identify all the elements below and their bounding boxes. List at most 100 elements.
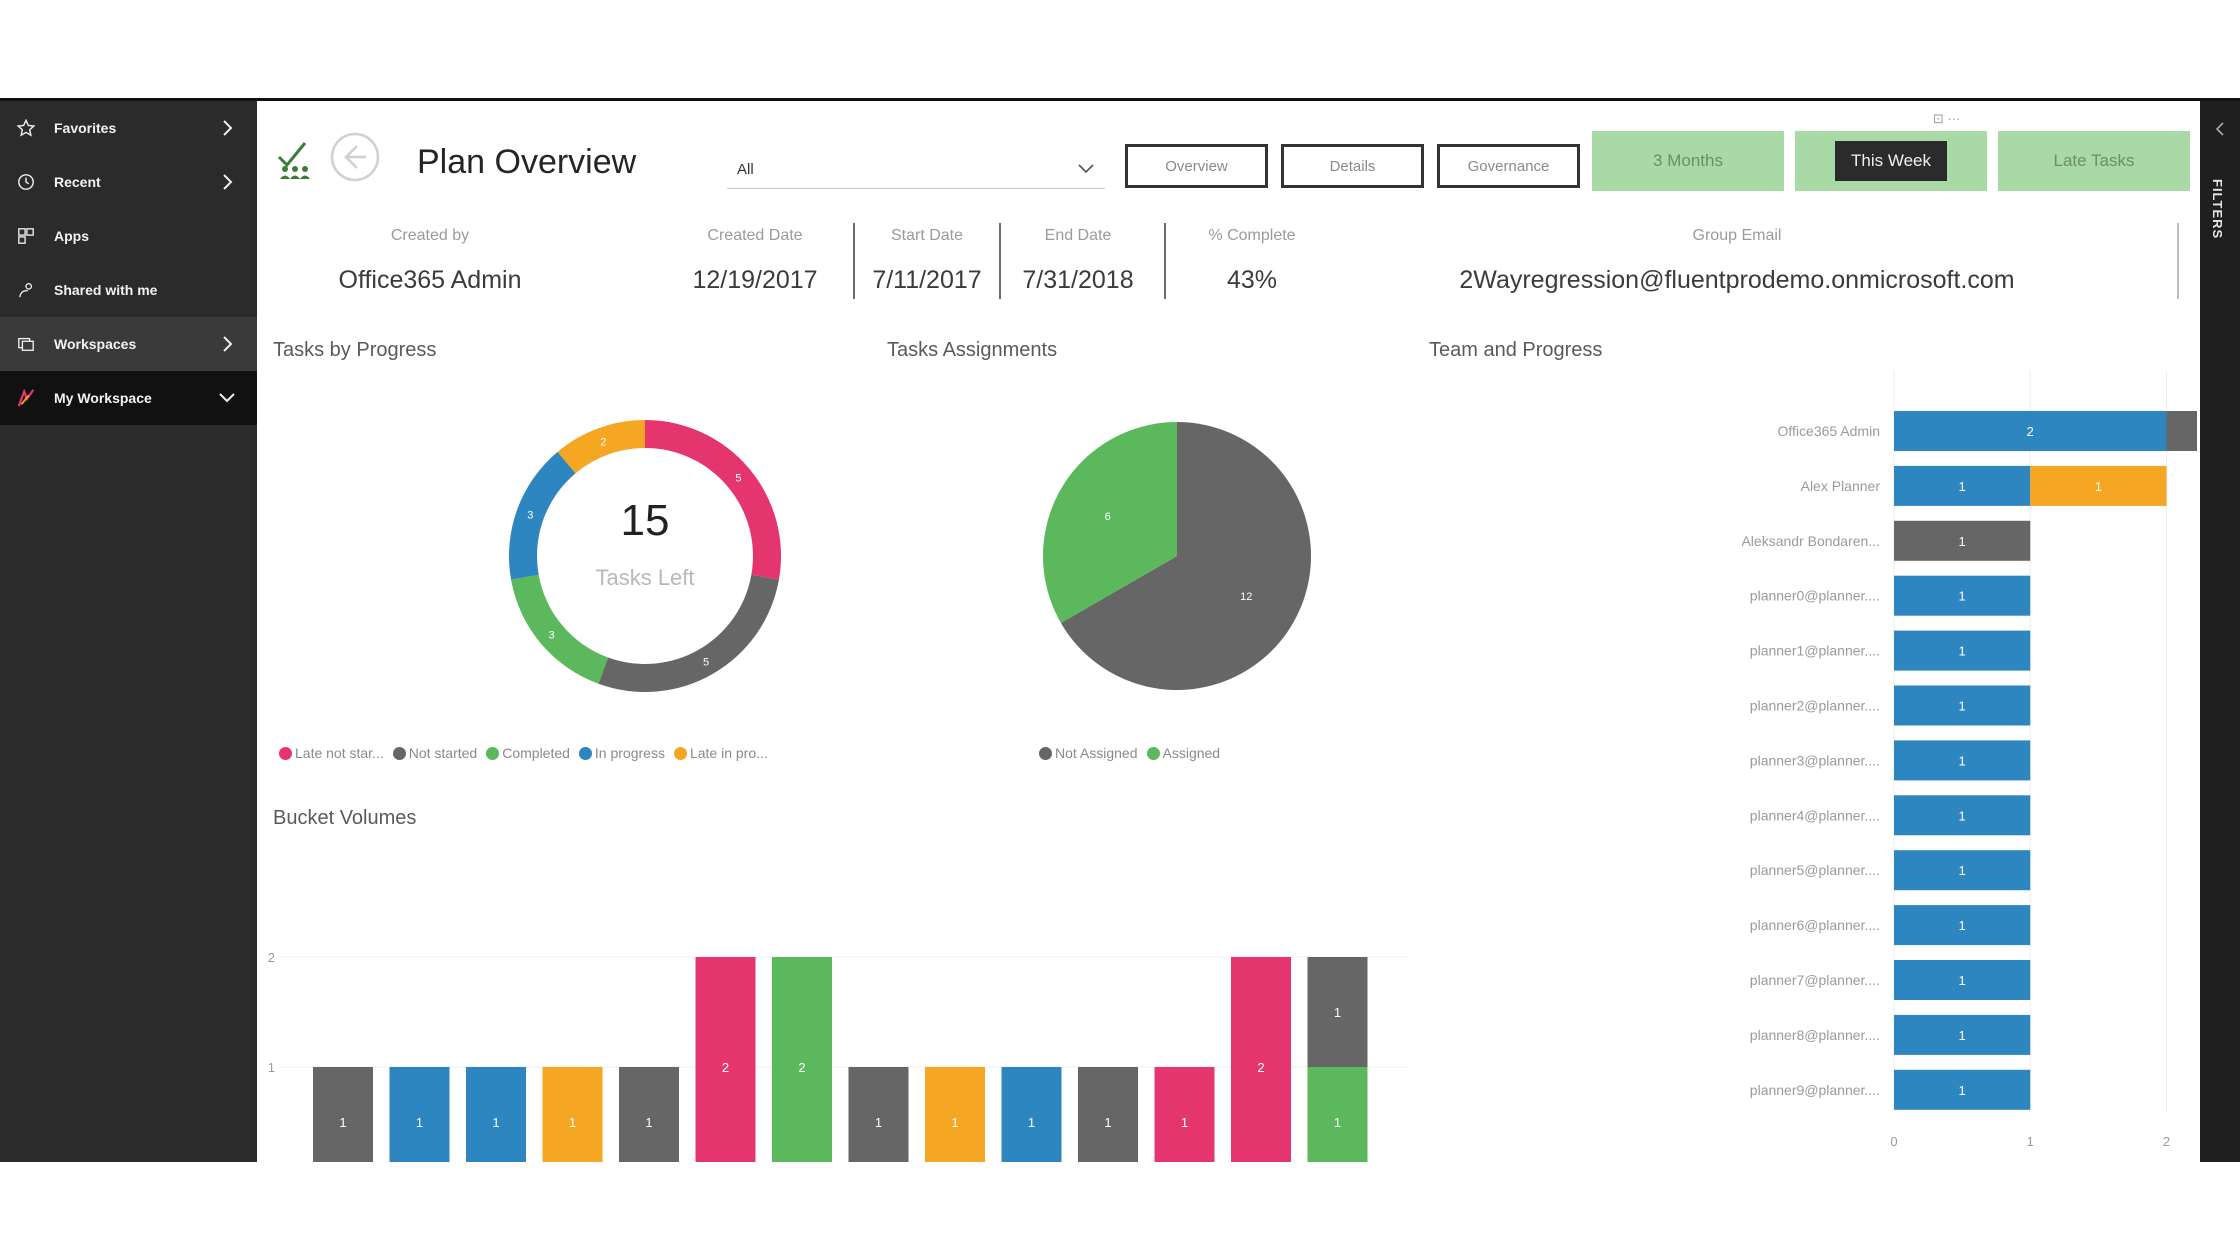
bar[interactable]	[2030, 465, 2167, 506]
legend-entry[interactable]: Not started	[392, 745, 477, 761]
team-and-progress-title: Team and Progress	[1429, 339, 1603, 361]
legend-entry[interactable]: In progress	[578, 745, 665, 761]
this-week-label: This Week	[1835, 141, 1947, 181]
bar-data-label: 1	[1104, 1115, 1111, 1130]
legend-label: Assigned	[1162, 745, 1221, 761]
bar[interactable]	[1894, 411, 2167, 451]
bar-data-label: 1	[1959, 699, 1966, 714]
planner-logo-icon	[277, 142, 310, 179]
end-date-value: 7/31/2018	[1022, 266, 1134, 294]
nav-label-apps: Apps	[54, 228, 89, 244]
workspaces-icon	[16, 334, 36, 354]
bar-data-label: 1	[1959, 644, 1966, 659]
bar[interactable]	[1894, 685, 2031, 726]
bar[interactable]	[848, 1067, 909, 1162]
back-button[interactable]	[329, 131, 381, 183]
bar[interactable]	[1894, 960, 2031, 1000]
bar[interactable]	[772, 957, 832, 1162]
legend-dot	[486, 746, 500, 760]
bar[interactable]	[542, 1067, 603, 1162]
legend-entry[interactable]: Not Assigned	[1039, 745, 1138, 761]
slice-data-label: 5	[735, 473, 741, 485]
legend-entry[interactable]: Late in pro...	[673, 745, 768, 761]
pie-slice[interactable]	[645, 420, 781, 580]
bar[interactable]	[1894, 1014, 2031, 1055]
bar[interactable]	[1307, 1067, 1368, 1162]
bar[interactable]	[1894, 1069, 2031, 1110]
bar[interactable]	[1307, 957, 1368, 1067]
bar[interactable]	[466, 1067, 526, 1162]
chevron-right-icon[interactable]	[217, 334, 237, 354]
legend-label: Not Assigned	[1055, 745, 1138, 761]
bar[interactable]	[1894, 520, 2031, 561]
pie-slice[interactable]	[1043, 422, 1177, 623]
bar[interactable]	[1894, 795, 2031, 836]
bar[interactable]	[1894, 465, 2031, 506]
y-tick-label: planner6@planner....	[1750, 917, 1880, 933]
bar[interactable]	[1894, 575, 2031, 616]
bar-data-label: 2	[2027, 424, 2034, 439]
x-tick-label: 1	[2027, 1134, 2034, 1149]
bar[interactable]	[1231, 957, 1291, 1162]
chevron-left-icon[interactable]	[2212, 121, 2228, 137]
bar[interactable]	[1078, 1067, 1138, 1162]
bar[interactable]	[389, 1067, 450, 1162]
overview-button[interactable]: Overview	[1125, 144, 1268, 188]
chevron-right-icon[interactable]	[217, 118, 237, 138]
tasks-assignments-chart[interactable]: 12 6	[987, 401, 1407, 731]
bar[interactable]	[1894, 850, 2031, 891]
bar[interactable]	[1894, 630, 2031, 671]
team-and-progress-chart[interactable]: 01234Office365 Admin22Alex Planner11Alek…	[1417, 371, 2197, 1162]
y-tick-label: planner9@planner....	[1750, 1082, 1880, 1098]
bar[interactable]	[1894, 740, 2031, 781]
chevron-down-icon[interactable]	[217, 388, 237, 408]
start-date-label: Start Date	[890, 227, 964, 244]
nav-item-favorites[interactable]: Favorites	[0, 101, 257, 155]
governance-button[interactable]: Governance	[1437, 144, 1580, 188]
three-months-button[interactable]: 3 Months	[1592, 131, 1784, 191]
legend-entry[interactable]: Assigned	[1146, 745, 1221, 761]
nav-item-my-workspace[interactable]: My Workspace	[0, 371, 257, 425]
bucket-volumes-chart[interactable]: 0121(Blank)1To do1bucket 21bucket 31Buck…	[257, 841, 1437, 1162]
my-workspace-icon	[16, 388, 36, 408]
nav-item-shared[interactable]: Shared with me	[0, 263, 257, 317]
nav-item-apps[interactable]: Apps	[0, 209, 257, 263]
bar-data-label: 1	[1959, 534, 1966, 549]
bar[interactable]	[1001, 1067, 1062, 1162]
tasks-by-progress-chart[interactable]: 5 5 3 3 2	[417, 401, 877, 731]
bar[interactable]	[619, 1067, 679, 1162]
tasks-assignments-title: Tasks Assignments	[887, 339, 1058, 361]
bar[interactable]	[1894, 905, 2031, 946]
bar-data-label: 1	[416, 1115, 423, 1130]
bar-data-label: 1	[1959, 808, 1966, 823]
slice-data-label: 5	[703, 657, 709, 669]
pie-slice[interactable]	[1060, 422, 1311, 690]
filters-pane[interactable]: FILTERS	[2200, 101, 2240, 1162]
bar[interactable]	[313, 1067, 373, 1162]
nav-label-favorites: Favorites	[54, 120, 117, 136]
pie-slice[interactable]	[511, 574, 609, 684]
this-week-button[interactable]: This Week	[1795, 131, 1987, 191]
donut-center-value: 15	[620, 496, 670, 545]
pie-slice[interactable]	[509, 451, 576, 580]
legend-dot	[578, 746, 592, 760]
late-tasks-button[interactable]: Late Tasks	[1998, 131, 2190, 191]
bar[interactable]	[1154, 1067, 1215, 1162]
y-tick-label: 1	[268, 1060, 275, 1075]
legend-entry[interactable]: Late not star...	[279, 745, 384, 761]
details-button[interactable]: Details	[1281, 144, 1424, 188]
plan-slicer-dropdown[interactable]: All	[727, 149, 1105, 189]
bar[interactable]	[695, 957, 756, 1162]
chevron-right-icon[interactable]	[217, 172, 237, 192]
bar[interactable]	[2166, 411, 2198, 451]
pie-slice[interactable]	[598, 574, 779, 692]
nav-item-recent[interactable]: Recent	[0, 155, 257, 209]
bar[interactable]	[925, 1067, 985, 1162]
legend-entry[interactable]: Completed	[486, 745, 570, 761]
y-tick-label: planner5@planner....	[1750, 862, 1880, 878]
start-date-value: 7/11/2017	[872, 266, 982, 294]
visual-header-icons[interactable]: ⊡ ···	[1933, 111, 1961, 126]
y-tick-label: planner7@planner....	[1750, 972, 1880, 988]
pie-slice[interactable]	[557, 420, 645, 474]
nav-item-workspaces[interactable]: Workspaces	[0, 317, 257, 371]
